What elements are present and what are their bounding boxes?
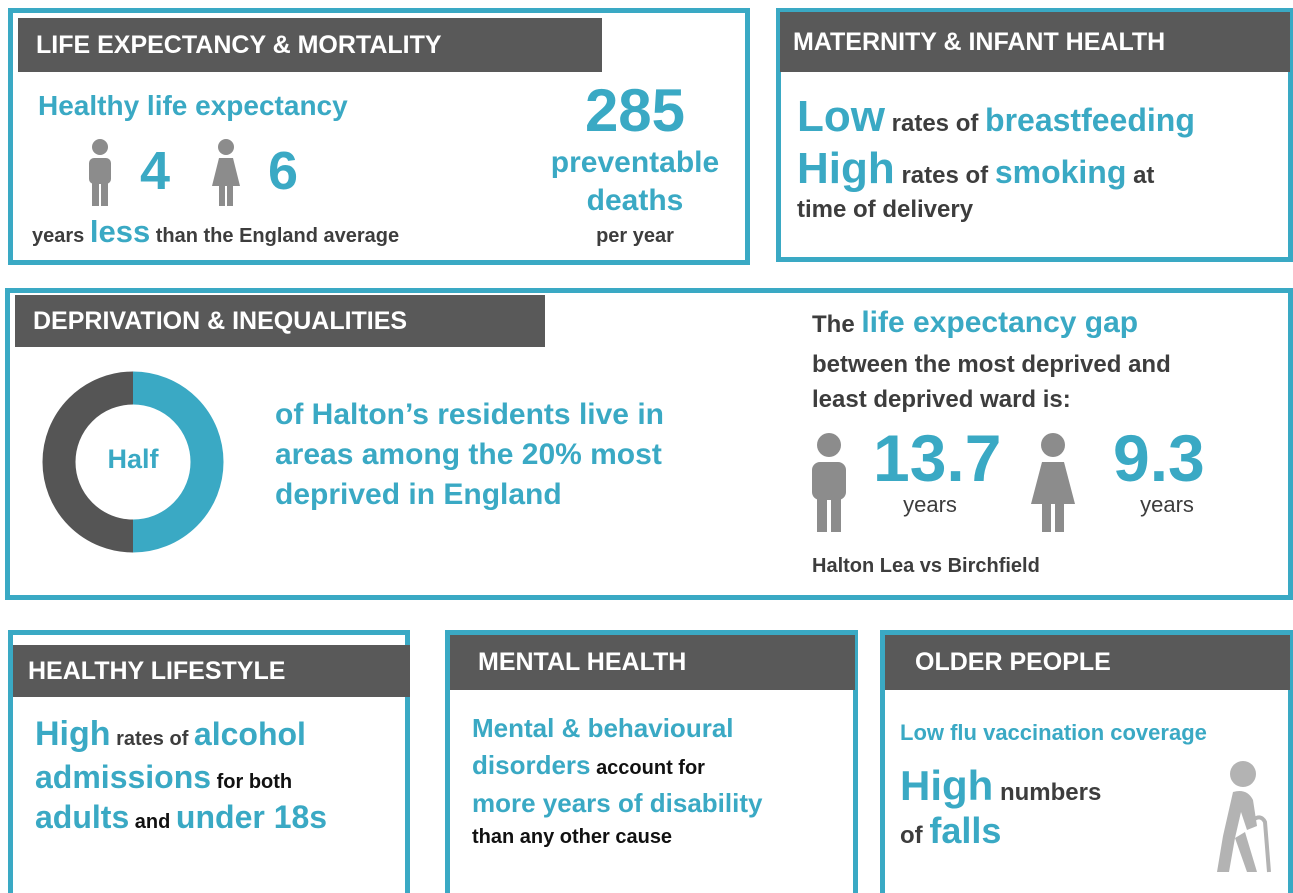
donut xyxy=(42,371,224,553)
text: least deprived ward is: xyxy=(812,386,1071,413)
panel-title: HEALTHY LIFESTYLE xyxy=(13,645,410,697)
text: numbers xyxy=(999,779,1102,806)
text: time of delivery xyxy=(797,196,974,223)
panel-title: LIFE EXPECTANCY & MORTALITY xyxy=(18,18,602,72)
text: years xyxy=(32,225,85,247)
panel-border xyxy=(880,630,1293,893)
panel-border xyxy=(5,288,1293,600)
subtitle: Healthy life expectancy xyxy=(38,90,348,121)
value: 6 xyxy=(268,141,299,201)
line: High rates of smoking at xyxy=(797,144,1154,194)
value: 13.7 xyxy=(873,421,1002,495)
text: deprived in England xyxy=(275,478,562,511)
text: of xyxy=(900,822,923,849)
text: than the England average xyxy=(155,225,400,247)
panel-border xyxy=(445,630,858,893)
line: of falls xyxy=(900,810,1001,852)
text: breastfeeding xyxy=(985,102,1195,138)
text: for both xyxy=(216,771,293,793)
panel-border xyxy=(776,8,1293,262)
line: High numbers xyxy=(900,762,1101,810)
text: per year xyxy=(596,225,674,247)
value: 9.3 xyxy=(1113,421,1205,495)
text: preventable xyxy=(550,146,720,179)
text: of Halton’s residents live in xyxy=(275,398,664,431)
text: alcohol xyxy=(193,716,306,752)
text: between the most deprived and xyxy=(812,351,1171,378)
text: The xyxy=(812,311,855,338)
panel-title: OLDER PEOPLE xyxy=(885,635,1290,690)
text: High xyxy=(35,715,111,753)
text: life expectancy gap xyxy=(861,306,1139,339)
male-icon xyxy=(89,139,111,206)
line: disorders account for xyxy=(472,750,705,781)
line: adults and under 18s xyxy=(35,799,327,836)
text: rates of xyxy=(116,728,189,750)
value: 4 xyxy=(140,141,171,201)
text: account for xyxy=(596,757,705,779)
text: Halton Lea vs Birchfield xyxy=(812,555,1040,577)
text: rates of xyxy=(901,162,989,189)
text: deaths xyxy=(586,184,684,217)
note: years less than the England average xyxy=(32,214,399,250)
text: smoking xyxy=(994,154,1127,190)
line: The life expectancy gap xyxy=(812,306,1138,340)
donut-label: Half xyxy=(107,444,159,474)
female-icon xyxy=(212,139,240,206)
line: Low rates of breastfeeding xyxy=(797,92,1195,142)
line: High rates of alcohol xyxy=(35,715,306,754)
older-person-icon xyxy=(1217,761,1271,873)
text: disorders xyxy=(472,750,591,780)
text: Low flu vaccination coverage xyxy=(900,720,1207,745)
text: Mental & behavioural xyxy=(472,713,734,743)
text: Low xyxy=(797,92,885,141)
text: areas among the 20% most xyxy=(275,438,662,471)
text: admissions xyxy=(35,759,212,795)
unit: years xyxy=(903,492,957,517)
text: rates of xyxy=(891,110,979,137)
text: more years of disability xyxy=(472,788,763,818)
text: adults xyxy=(35,799,130,835)
unit: years xyxy=(1140,492,1194,517)
text: and xyxy=(134,811,171,833)
female-icon xyxy=(1031,433,1075,532)
line: admissions for both xyxy=(35,759,292,796)
male-icon xyxy=(812,433,846,532)
text: under 18s xyxy=(175,799,328,835)
value: 285 xyxy=(584,77,686,144)
panel-border xyxy=(8,8,750,265)
text: at xyxy=(1133,162,1155,189)
text: than any other cause xyxy=(472,826,673,848)
text: High xyxy=(797,144,895,193)
text: falls xyxy=(929,810,1002,851)
panel-border xyxy=(8,630,410,893)
panel-title: MENTAL HEALTH xyxy=(450,635,855,690)
text: High xyxy=(900,762,994,809)
panel-title: MATERNITY & INFANT HEALTH xyxy=(780,12,1290,72)
panel-title: DEPRIVATION & INEQUALITIES xyxy=(15,295,545,347)
text: less xyxy=(89,214,151,249)
